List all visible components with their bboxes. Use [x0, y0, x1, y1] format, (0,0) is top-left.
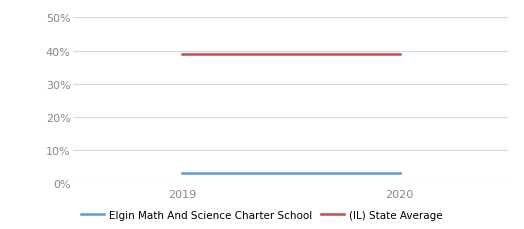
Legend: Elgin Math And Science Charter School, (IL) State Average: Elgin Math And Science Charter School, (… [77, 206, 447, 224]
